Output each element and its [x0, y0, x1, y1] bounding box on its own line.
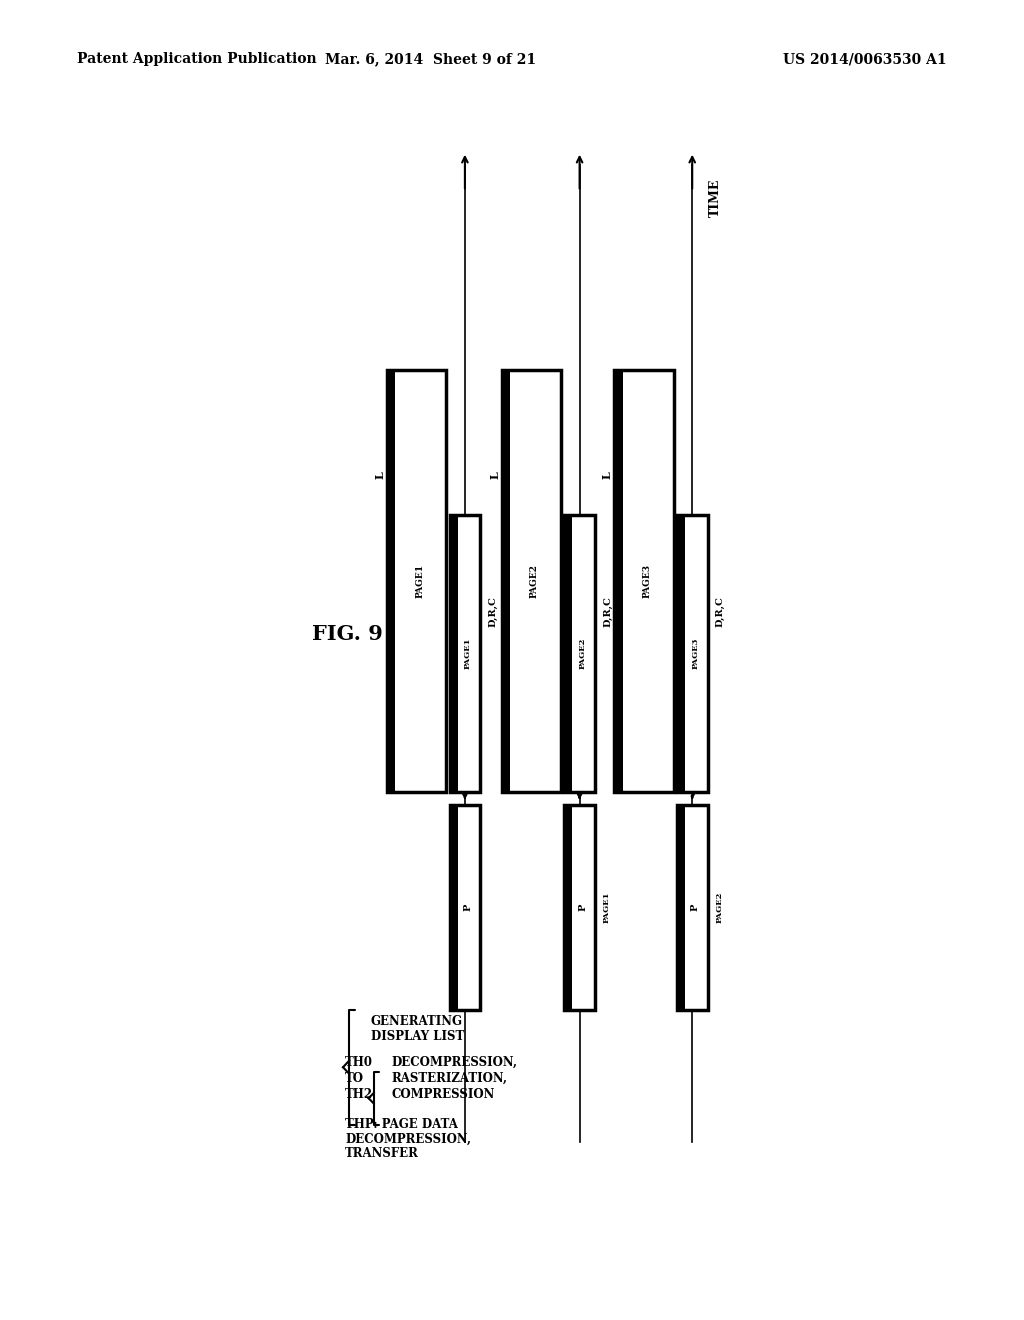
Text: DECOMPRESSION,: DECOMPRESSION,: [345, 1133, 471, 1146]
Text: TO: TO: [345, 1072, 365, 1085]
Bar: [564, 805, 595, 1010]
Bar: [450, 805, 480, 1010]
Bar: [387, 370, 446, 792]
Bar: [677, 515, 685, 792]
Bar: [677, 515, 708, 792]
Bar: [502, 370, 561, 792]
Text: P: P: [691, 904, 699, 911]
Text: FIG. 9: FIG. 9: [312, 623, 383, 644]
Text: P: P: [579, 904, 587, 911]
Text: D,R,C: D,R,C: [716, 597, 725, 627]
Text: L: L: [375, 471, 385, 479]
Text: PAGE3: PAGE3: [643, 564, 651, 598]
Text: Patent Application Publication: Patent Application Publication: [77, 53, 316, 66]
Bar: [677, 805, 685, 1010]
Text: US 2014/0063530 A1: US 2014/0063530 A1: [783, 53, 947, 66]
Text: TH0: TH0: [345, 1056, 373, 1069]
Text: TIME: TIME: [709, 178, 722, 216]
Text: DISPLAY LIST: DISPLAY LIST: [371, 1030, 464, 1043]
Bar: [564, 515, 572, 792]
Text: PAGE1: PAGE1: [603, 892, 611, 923]
Text: D,R,C: D,R,C: [488, 597, 498, 627]
Bar: [614, 370, 623, 792]
Text: P: P: [464, 904, 472, 911]
Text: PAGE2: PAGE2: [579, 638, 587, 669]
Bar: [387, 370, 395, 792]
Bar: [677, 805, 708, 1010]
Bar: [502, 370, 510, 792]
Bar: [450, 515, 458, 792]
Text: PAGE1: PAGE1: [464, 638, 472, 669]
Text: PAGE2: PAGE2: [530, 564, 539, 598]
Bar: [450, 805, 458, 1010]
Text: DECOMPRESSION,: DECOMPRESSION,: [391, 1056, 517, 1069]
Text: TRANSFER: TRANSFER: [345, 1147, 419, 1160]
Text: Mar. 6, 2014  Sheet 9 of 21: Mar. 6, 2014 Sheet 9 of 21: [325, 53, 536, 66]
Text: L: L: [489, 471, 500, 479]
Text: RASTERIZATION,: RASTERIZATION,: [391, 1072, 507, 1085]
Text: GENERATING: GENERATING: [371, 1015, 463, 1028]
Bar: [564, 515, 595, 792]
Bar: [564, 805, 572, 1010]
Text: PAGE2: PAGE2: [716, 892, 724, 923]
Bar: [450, 515, 480, 792]
Text: TH2: TH2: [345, 1088, 373, 1101]
Bar: [614, 370, 674, 792]
Text: THP: PAGE DATA: THP: PAGE DATA: [345, 1118, 458, 1131]
Text: PAGE1: PAGE1: [416, 564, 424, 598]
Text: D,R,C: D,R,C: [603, 597, 612, 627]
Text: L: L: [602, 471, 612, 479]
Text: COMPRESSION: COMPRESSION: [391, 1088, 495, 1101]
Text: PAGE3: PAGE3: [691, 638, 699, 669]
